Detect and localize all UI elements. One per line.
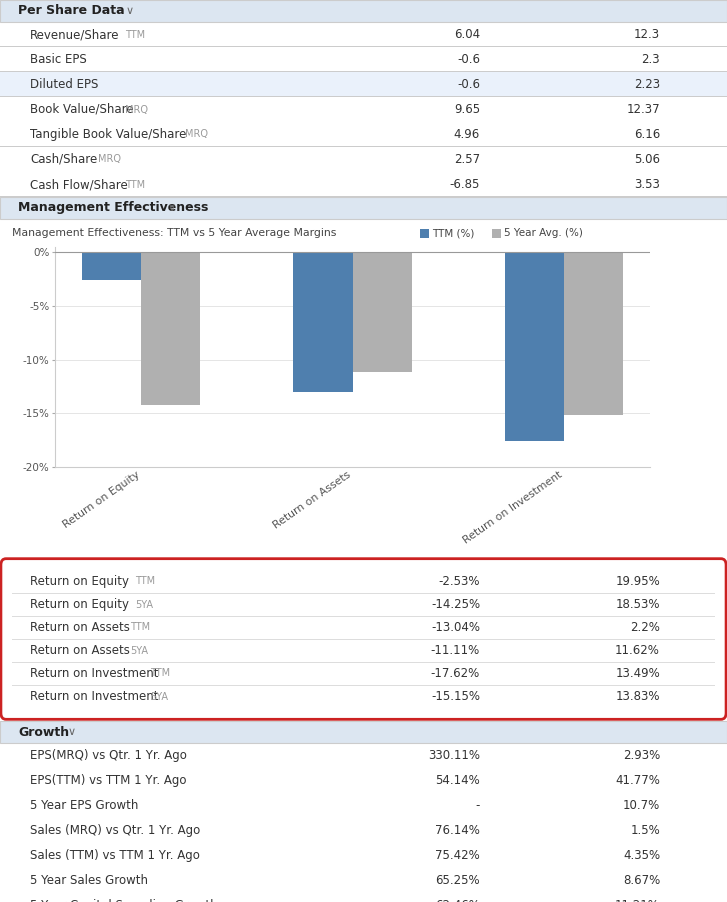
Text: Return on Equity: Return on Equity: [30, 598, 129, 611]
Text: -2.53%: -2.53%: [438, 575, 480, 588]
Bar: [420, 229, 429, 238]
Text: ∨: ∨: [168, 203, 176, 213]
Text: Sales (TTM) vs TTM 1 Yr. Ago: Sales (TTM) vs TTM 1 Yr. Ago: [30, 849, 200, 862]
Text: 9.65: 9.65: [454, 103, 480, 116]
Text: Book Value/Share: Book Value/Share: [30, 103, 134, 116]
Bar: [505, 253, 564, 441]
Text: 6.04: 6.04: [454, 28, 480, 41]
Text: 13.83%: 13.83%: [616, 690, 660, 703]
Text: 12.3: 12.3: [634, 28, 660, 41]
Bar: [0, 72, 727, 97]
Text: 4.35%: 4.35%: [623, 849, 660, 862]
Text: Return on Assets: Return on Assets: [30, 644, 130, 657]
Bar: [353, 253, 411, 372]
Text: 54.14%: 54.14%: [435, 774, 480, 787]
Text: TTM: TTM: [135, 576, 155, 586]
Text: -: -: [475, 799, 480, 812]
Text: -14.25%: -14.25%: [431, 598, 480, 611]
Text: 2.2%: 2.2%: [630, 621, 660, 634]
Text: 12.37: 12.37: [627, 103, 660, 116]
Text: 5 Year EPS Growth: 5 Year EPS Growth: [30, 799, 138, 812]
Text: TTM: TTM: [125, 30, 145, 40]
Text: Per Share Data: Per Share Data: [18, 5, 124, 17]
Bar: [492, 229, 501, 238]
Bar: [0, 197, 727, 219]
Text: Growth: Growth: [18, 725, 69, 739]
Text: -17.62%: -17.62%: [431, 667, 480, 680]
Text: Management Effectiveness: Management Effectiveness: [18, 201, 209, 215]
Text: MRQ: MRQ: [98, 154, 121, 164]
Text: 2.57: 2.57: [454, 153, 480, 166]
Bar: [0, 197, 727, 219]
Text: 65.25%: 65.25%: [435, 874, 480, 887]
Text: 2.93%: 2.93%: [623, 749, 660, 762]
Bar: [141, 253, 201, 405]
Text: Sales (MRQ) vs Qtr. 1 Yr. Ago: Sales (MRQ) vs Qtr. 1 Yr. Ago: [30, 824, 200, 837]
Text: 2.23: 2.23: [634, 78, 660, 91]
Text: EPS(TTM) vs TTM 1 Yr. Ago: EPS(TTM) vs TTM 1 Yr. Ago: [30, 774, 187, 787]
Text: Management Effectiveness: TTM vs 5 Year Average Margins: Management Effectiveness: TTM vs 5 Year …: [12, 228, 337, 238]
Text: 5 Year Avg. (%): 5 Year Avg. (%): [504, 228, 583, 238]
Text: 5 Year Capital Spending Growth: 5 Year Capital Spending Growth: [30, 899, 217, 902]
Text: -15.15%: -15.15%: [431, 690, 480, 703]
Text: 75.42%: 75.42%: [435, 849, 480, 862]
Text: 330.11%: 330.11%: [428, 749, 480, 762]
Text: 5YA: 5YA: [150, 692, 168, 702]
Text: 18.53%: 18.53%: [616, 598, 660, 611]
Text: TTM: TTM: [130, 622, 150, 632]
Text: TTM: TTM: [125, 179, 145, 189]
Text: 62.46%: 62.46%: [435, 899, 480, 902]
Text: -0.6: -0.6: [457, 53, 480, 66]
Text: 8.67%: 8.67%: [623, 874, 660, 887]
Text: Revenue/Share: Revenue/Share: [30, 28, 119, 41]
Text: 19.95%: 19.95%: [615, 575, 660, 588]
Text: Cash/Share: Cash/Share: [30, 153, 97, 166]
Text: MRQ: MRQ: [125, 105, 148, 115]
Text: 4.96: 4.96: [454, 128, 480, 141]
Text: 5YA: 5YA: [135, 600, 153, 610]
Bar: [0, 0, 727, 22]
Text: 6.16: 6.16: [634, 128, 660, 141]
Text: Return on Equity: Return on Equity: [30, 575, 129, 588]
Text: Return on Assets: Return on Assets: [30, 621, 130, 634]
Bar: [82, 253, 141, 280]
Bar: [293, 253, 353, 392]
Text: 1.5%: 1.5%: [630, 824, 660, 837]
Text: Return on Investment: Return on Investment: [30, 667, 158, 680]
Text: 5.06: 5.06: [634, 153, 660, 166]
Text: 5 Year Sales Growth: 5 Year Sales Growth: [30, 874, 148, 887]
Bar: [0, 721, 727, 743]
Text: 5YA: 5YA: [130, 646, 148, 656]
Text: Basic EPS: Basic EPS: [30, 53, 87, 66]
Text: 10.7%: 10.7%: [623, 799, 660, 812]
Text: Diluted EPS: Diluted EPS: [30, 78, 98, 91]
Text: ∨: ∨: [68, 727, 76, 737]
Text: Tangible Book Value/Share: Tangible Book Value/Share: [30, 128, 186, 141]
Text: 76.14%: 76.14%: [435, 824, 480, 837]
Text: 41.77%: 41.77%: [615, 774, 660, 787]
Bar: [0, 721, 727, 743]
Text: EPS(MRQ) vs Qtr. 1 Yr. Ago: EPS(MRQ) vs Qtr. 1 Yr. Ago: [30, 749, 187, 762]
Text: TTM (%): TTM (%): [432, 228, 475, 238]
Text: 2.3: 2.3: [641, 53, 660, 66]
Text: -6.85: -6.85: [449, 178, 480, 191]
Text: -0.6: -0.6: [457, 78, 480, 91]
Text: 11.62%: 11.62%: [615, 644, 660, 657]
Text: -11.11%: -11.11%: [431, 644, 480, 657]
Bar: [564, 253, 623, 415]
Text: Cash Flow/Share: Cash Flow/Share: [30, 178, 128, 191]
Text: MRQ: MRQ: [185, 130, 208, 140]
Text: -13.04%: -13.04%: [431, 621, 480, 634]
Text: 11.21%: 11.21%: [615, 899, 660, 902]
Text: ∨: ∨: [126, 6, 134, 16]
Text: TTM: TTM: [150, 668, 170, 678]
Bar: [0, 0, 727, 22]
Text: 13.49%: 13.49%: [615, 667, 660, 680]
Text: 3.53: 3.53: [634, 178, 660, 191]
Text: Return on Investment: Return on Investment: [30, 690, 158, 703]
